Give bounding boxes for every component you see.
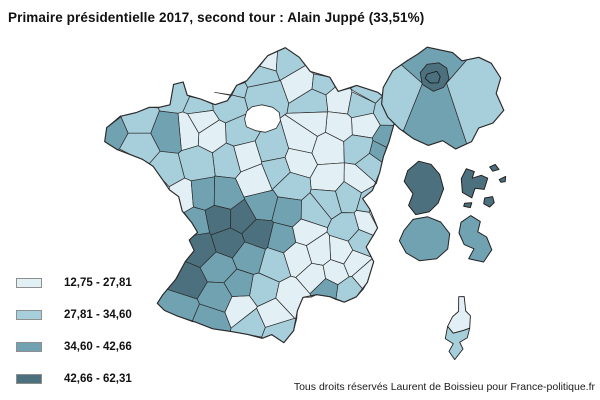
idf-inset-outline — [381, 46, 505, 150]
copyright-text: Tous droits réservés Laurent de Boissieu… — [293, 381, 595, 393]
idf-hole — [244, 104, 281, 133]
page-title: Primaire présidentielle 2017, second tou… — [8, 10, 425, 25]
legend-item: 34,60 - 42,66 — [16, 340, 132, 353]
legend-swatch-3 — [16, 341, 42, 352]
legend-swatch-4 — [16, 373, 42, 384]
legend-swatch-1 — [16, 277, 42, 288]
dept-deux-sevres — [190, 175, 216, 211]
legend-label-3: 34,60 - 42,66 — [64, 340, 132, 353]
dept-corse-du-sud — [444, 325, 471, 361]
territory-guadeloupe — [489, 163, 500, 172]
legend-item: 42,66 - 62,31 — [16, 372, 132, 385]
legend: 12,75 - 27,81 27,81 - 34,60 34,60 - 42,6… — [16, 276, 132, 385]
territory-reunion — [398, 216, 451, 262]
legend-item: 27,81 - 34,60 — [16, 308, 132, 321]
legend-swatch-2 — [16, 309, 42, 320]
legend-label-4: 42,66 - 62,31 — [64, 372, 132, 385]
mainland-coastline — [104, 47, 397, 344]
territory-guadeloupe — [483, 196, 495, 208]
legend-item: 12,75 - 27,81 — [16, 276, 132, 289]
dept-haute-corse — [447, 296, 471, 334]
territory-guadeloupe — [463, 202, 473, 209]
territory-guadeloupe — [460, 168, 489, 199]
dept-paris — [424, 70, 441, 84]
legend-label-2: 27,81 - 34,60 — [64, 308, 132, 321]
territory-guadeloupe — [498, 175, 507, 183]
legend-label-1: 12,75 - 27,81 — [64, 276, 132, 289]
territory-martinique — [458, 215, 493, 263]
territory-guyane — [403, 160, 445, 216]
